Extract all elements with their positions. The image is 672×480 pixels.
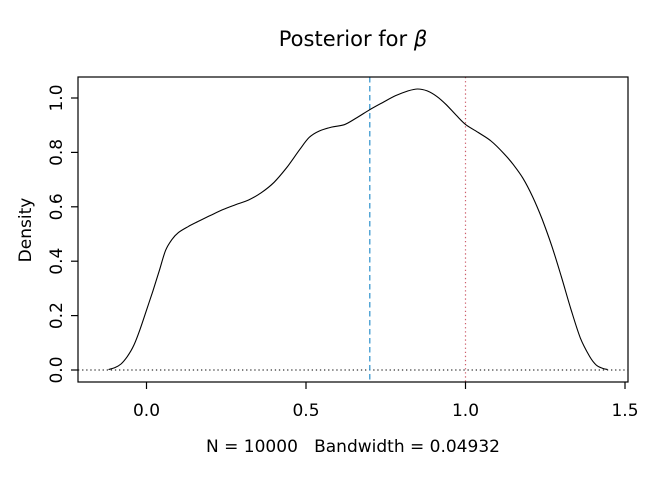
plot-title-text: Posterior for bbox=[278, 27, 414, 51]
x-tick-label-0.5: 0.5 bbox=[292, 401, 319, 421]
beta-symbol: β bbox=[413, 27, 428, 51]
y-tick-label-1.0: 1.0 bbox=[47, 84, 67, 111]
x-tick-label-0.0: 0.0 bbox=[133, 401, 160, 421]
y-tick-label-0.0: 0.0 bbox=[47, 356, 67, 383]
x-axis-title: N = 10000 Bandwidth = 0.04932 bbox=[206, 437, 500, 457]
x-tick-label-1.5: 1.5 bbox=[611, 401, 638, 421]
plot-border bbox=[77, 76, 629, 383]
plot-title: Posterior for β bbox=[78, 28, 628, 50]
posterior-density-curve bbox=[108, 88, 608, 371]
y-tick-label-0.8: 0.8 bbox=[47, 139, 67, 166]
y-tick-label-0.6: 0.6 bbox=[47, 193, 67, 220]
y-tick-label-0.4: 0.4 bbox=[47, 248, 67, 275]
y-tick-label-0.2: 0.2 bbox=[47, 302, 67, 329]
x-tick-label-1.0: 1.0 bbox=[452, 401, 479, 421]
